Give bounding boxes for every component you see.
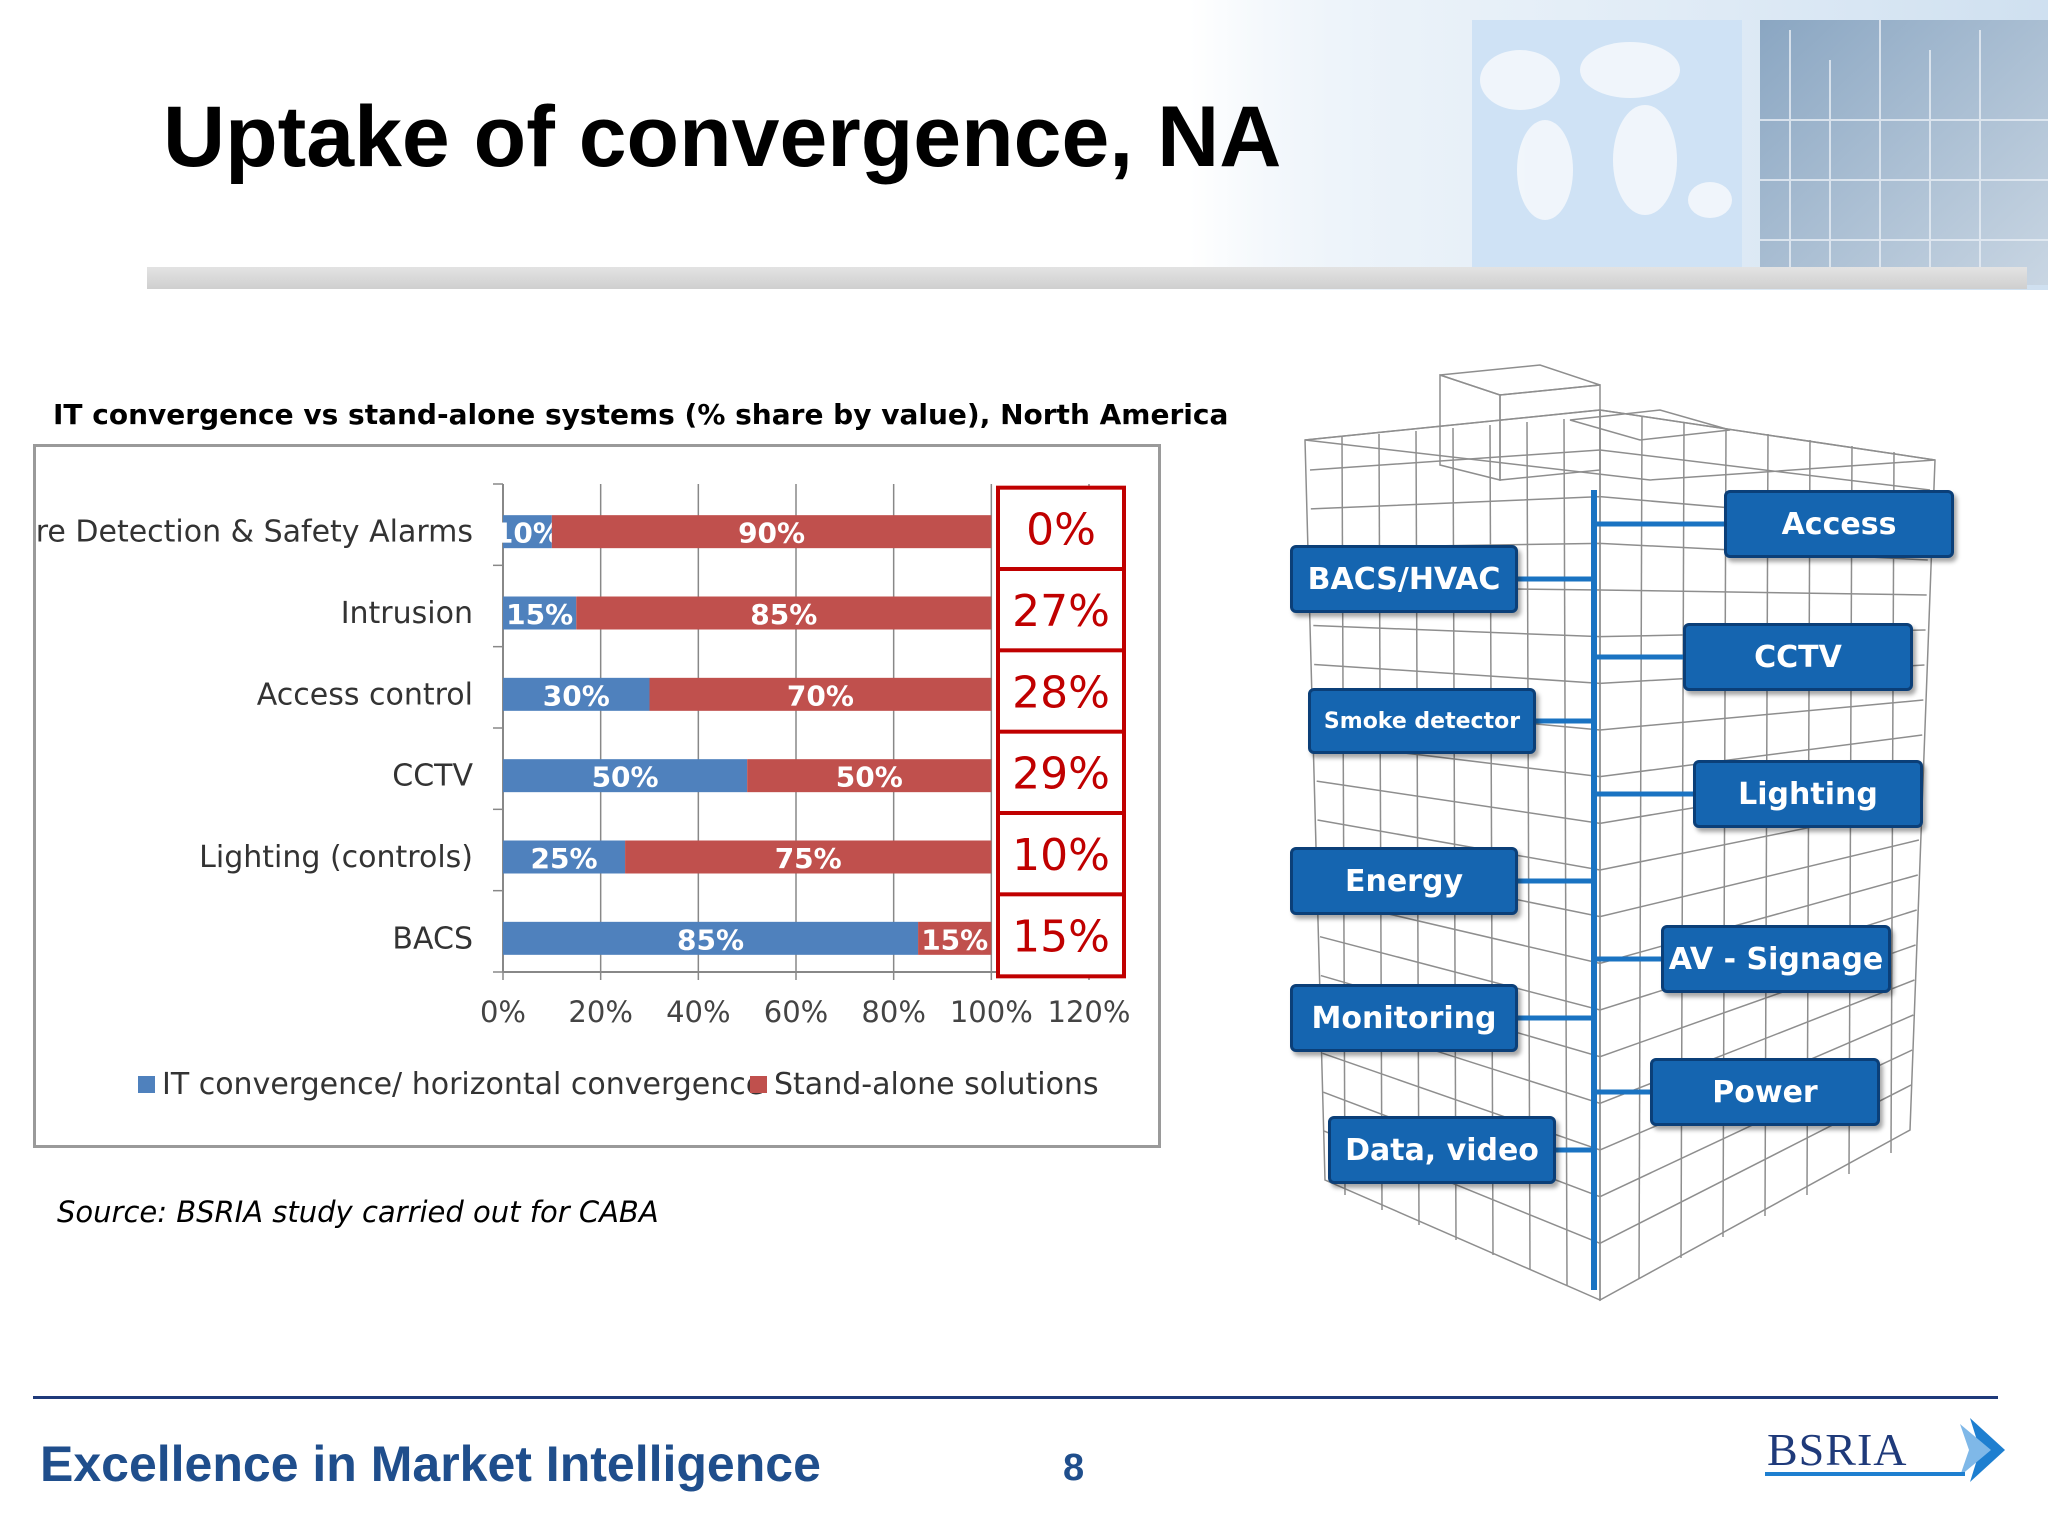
callout-box [996, 892, 1126, 979]
bar-value-label: 15% [921, 923, 988, 956]
system-tag-lighting: Lighting [1693, 760, 1923, 828]
x-tick-label: 120% [1048, 995, 1131, 1029]
page-number: 8 [1063, 1447, 1085, 1489]
bar-value-label: 85% [750, 598, 817, 631]
chart-title: IT convergence vs stand-alone systems (%… [53, 398, 1229, 431]
system-tag-energy: Energy [1290, 847, 1518, 915]
callout-box [996, 648, 1126, 735]
world-map-shape [1480, 42, 1732, 220]
callout-value: 27% [1012, 586, 1110, 637]
x-tick-label: 60% [764, 995, 828, 1029]
bar-it-convergence [503, 515, 552, 549]
bar-stand-alone [551, 515, 992, 549]
building-face [1569, 409, 1731, 441]
bar-stand-alone [625, 840, 992, 874]
bar-value-label: 90% [738, 517, 805, 550]
mullion [1563, 418, 1568, 1286]
system-tag-monitoring: Monitoring [1290, 984, 1518, 1052]
system-tag-smoke-detector: Smoke detector [1308, 688, 1536, 754]
system-tag-av-signage: AV - Signage [1661, 925, 1891, 993]
footer-slogan: Excellence in Market Intelligence [40, 1436, 821, 1492]
bar-value-label: 30% [543, 679, 610, 712]
callout-box [996, 485, 1126, 572]
bar-value-label: 15% [506, 598, 573, 631]
bar-value-label: 50% [836, 761, 903, 794]
callout-box [996, 811, 1126, 897]
bar-value-label: 75% [775, 842, 842, 875]
bar-value-label: 50% [592, 761, 659, 794]
floor-line [1309, 449, 1931, 491]
source-note: Source: BSRIA study carried out for CABA [57, 1195, 659, 1229]
callout-value: 0% [1026, 505, 1096, 556]
category-label: BACS [392, 921, 473, 956]
category-label: Lighting (controls) [199, 840, 473, 875]
x-tick-label: 100% [950, 995, 1033, 1029]
system-tag-cctv: CCTV [1683, 623, 1913, 691]
bar-it-convergence [503, 596, 577, 630]
footer-rule [33, 1396, 1998, 1399]
bar-value-label: 10% [494, 517, 561, 550]
callout-value: 15% [1012, 911, 1110, 962]
bar-value-label: 85% [677, 923, 744, 956]
legend-label: Stand-alone solutions [774, 1067, 1099, 1102]
bar-value-label: 70% [787, 679, 854, 712]
system-tag-power: Power [1650, 1058, 1880, 1126]
callout-value: 28% [1012, 667, 1110, 718]
category-label: Access control [257, 677, 473, 712]
building-face [1439, 373, 1501, 481]
mullion [1638, 415, 1643, 1280]
building-face [1499, 384, 1601, 481]
bar-value-label: 25% [531, 842, 598, 875]
bsria-logo: BSRIA [1765, 1418, 2005, 1482]
bar-it-convergence [503, 677, 650, 711]
bar-it-convergence [503, 921, 919, 955]
category-label: Fire Detection & Safety Alarms [33, 515, 473, 550]
x-tick-label: 20% [568, 995, 632, 1029]
system-tag-data-video: Data, video [1328, 1116, 1556, 1184]
category-label: CCTV [392, 759, 473, 794]
bar-stand-alone [576, 596, 992, 630]
x-tick-label: 40% [666, 995, 730, 1029]
header-rule [147, 267, 2027, 289]
building-face [1439, 364, 1601, 396]
legend-label: IT convergence/ horizontal convergence [162, 1067, 764, 1102]
bar-it-convergence [503, 759, 748, 793]
bar-stand-alone [649, 677, 992, 711]
callout-value: 10% [1012, 830, 1110, 881]
header-decorative-image [1190, 0, 2048, 290]
system-tag-access: Access [1724, 490, 1954, 558]
callout-value: 29% [1012, 749, 1110, 800]
legend-swatch [750, 1076, 767, 1093]
system-tag-bacs-hvac: BACS/HVAC [1290, 545, 1518, 613]
bar-stand-alone [918, 921, 992, 955]
callout-box [996, 567, 1126, 653]
building-face [1304, 409, 1936, 481]
legend-swatch [138, 1076, 155, 1093]
floor-line [1318, 874, 1918, 965]
chart-frame [33, 444, 1161, 1148]
bar-it-convergence [503, 840, 626, 874]
bar-stand-alone [747, 759, 992, 793]
x-tick-label: 0% [480, 995, 526, 1029]
x-tick-label: 80% [861, 995, 925, 1029]
svg-text:BSRIA: BSRIA [1767, 1424, 1907, 1475]
category-label: Intrusion [341, 596, 473, 631]
stacked-bar-chart: 0% 20% 40% 60% 80% 100% 120% Fire Detection & S… [33, 483, 1131, 1102]
slide-title: Uptake of convergence, NA [163, 89, 1282, 185]
